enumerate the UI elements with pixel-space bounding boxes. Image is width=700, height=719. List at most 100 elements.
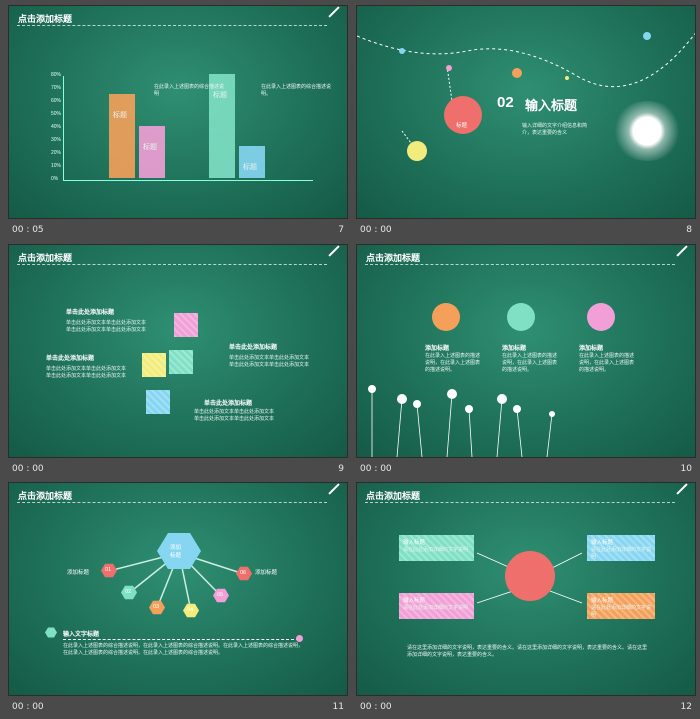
item-head: 单击此处添加标题 (66, 310, 115, 316)
arrow-icon (174, 313, 198, 337)
card-head: 输入标题 (403, 598, 426, 604)
dashed-divider (365, 264, 675, 265)
center-label: 添加 标题 (170, 545, 182, 559)
dashed-divider (17, 502, 327, 503)
slide-number: 12 (680, 702, 692, 712)
stat-circle (587, 303, 615, 331)
y-tick-label: 30% (51, 137, 62, 143)
node-label: 添加标题 (67, 570, 90, 576)
slide-thumb-8[interactable]: 标题 02 输入标题 输入详细的文字介绍信息和简介，表达重要的含义 00 : 0… (356, 5, 696, 240)
y-tick-label: 70% (51, 85, 62, 91)
slide-canvas: 点击添加标题 单击此处添加标题 单击此处添加文本单击此处添加文本 单击此处添加文… (8, 244, 348, 458)
slide-thumb-9[interactable]: 点击添加标题 单击此处添加标题 单击此处添加文本单击此处添加文本 单击此处添加文… (8, 244, 348, 479)
stat-circle (432, 303, 460, 331)
bottom-text: 请在这里添加详细的文字说明，表达重要的含义。请在这里添加详细的文字说明，表达重要… (407, 645, 648, 658)
node-num: 01 (105, 567, 112, 573)
card (399, 593, 474, 619)
slide-footer: 00 : 05 7 (8, 221, 348, 239)
slide-number: 9 (338, 464, 344, 474)
slide-number: 8 (686, 225, 692, 235)
yellow-dot (407, 141, 427, 161)
slide-canvas: 点击添加标题 输入标题 请在此处添加详细的文字说明 输入标题 请在此处添加详细的… (356, 482, 696, 696)
card-head: 输入标题 (591, 540, 614, 546)
bar-label: 标题 (143, 144, 157, 151)
arrow-icon (142, 353, 166, 377)
dashed-divider (17, 25, 327, 26)
timer: 00 : 00 (12, 702, 44, 712)
slide-thumb-12[interactable]: 点击添加标题 输入标题 请在此处添加详细的文字说明 输入标题 请在此处添加详细的… (356, 482, 696, 717)
bar: 标题 (209, 74, 235, 178)
slide-number: 11 (332, 702, 344, 712)
y-tick-label: 0% (51, 176, 59, 182)
node-03 (149, 600, 165, 615)
card-body: 请在此处添加详细的文字说明 (591, 605, 652, 618)
slide-title: 点击添加标题 (366, 491, 421, 501)
sub-heading: 输入文字标题 (63, 632, 100, 638)
slide-number: 7 (338, 225, 344, 235)
bullet-hexagon (45, 627, 57, 638)
timer: 00 : 00 (360, 225, 392, 235)
node-04 (183, 603, 199, 618)
heading-number: 02 (497, 94, 514, 111)
slide-footer: 00 : 00 10 (356, 460, 696, 478)
slide-canvas: 标题 02 输入标题 输入详细的文字介绍信息和简介，表达重要的含义 (356, 5, 696, 219)
item-body: 单击此处添加文本单击此处添加文本 单击此处添加文本单击此处添加文本 (194, 409, 275, 422)
chart-up-icon (444, 96, 482, 134)
y-tick-label: 40% (51, 124, 62, 130)
timer: 00 : 00 (360, 464, 392, 474)
y-tick-label: 50% (51, 111, 62, 117)
card-head: 输入标题 (403, 540, 426, 546)
dashed-divider (365, 502, 675, 503)
chart-y-axis (63, 76, 64, 181)
slide-footer: 00 : 00 8 (356, 221, 696, 239)
slide-thumb-10[interactable]: 点击添加标题 添加标题 在此录入上述图表的描述说明，在此录入上述图表的描述说明。… (356, 244, 696, 479)
node-06 (236, 566, 252, 581)
flowers-icon (368, 385, 555, 457)
node-num: 06 (240, 570, 247, 576)
item-head: 单击此处添加标题 (229, 345, 278, 351)
circle-head: 添加标题 (579, 346, 604, 352)
item-body: 单击此处添加文本单击此处添加文本 单击此处添加文本单击此处添加文本 (46, 366, 127, 379)
slide-thumb-7[interactable]: 点击添加标题 0% 10% 20% 30% 40% 50% 60% 70% 80% 标题 标题 标题… (8, 5, 348, 240)
heading-desc: 输入详细的文字介绍信息和简介，表达重要的含义 (522, 123, 588, 136)
end-dot (296, 635, 303, 642)
y-tick-label: 20% (51, 150, 62, 156)
slide-title: 点击添加标题 (366, 253, 421, 263)
arrow-icon (146, 390, 170, 414)
card (399, 535, 474, 561)
y-tick-label: 60% (51, 98, 62, 104)
slide-canvas: 点击添加标题 添加标题 在此录入上述图表的描述说明，在此录入上述图表的描述说明。… (356, 244, 696, 458)
slide-footer: 00 : 00 11 (8, 698, 348, 716)
node-num: 03 (153, 604, 160, 610)
item-body: 单击此处添加文本单击此处添加文本 单击此处添加文本单击此处添加文本 (229, 355, 310, 368)
slide-thumb-11[interactable]: 点击添加标题 添加 标题 01 02 03 04 05 06 添加标题 添加标题… (8, 482, 348, 717)
slide-canvas: 点击添加标题 0% 10% 20% 30% 40% 50% 60% 70% 80% 标题 标题 标题… (8, 5, 348, 219)
bar: 标题 (109, 93, 135, 178)
y-tick-label: 10% (51, 163, 62, 169)
chart-note-1: 在此录入上述图表的综合描述说明 (154, 84, 225, 97)
chalk-icon (328, 245, 340, 257)
circle-body: 在此录入上述图表的描述说明，在此录入上述图表的描述说明。 (425, 353, 481, 373)
item-body: 单击此处添加文本单击此处添加文本 单击此处添加文本单击此处添加文本 (66, 320, 147, 333)
timer: 00 : 00 (360, 702, 392, 712)
circle-label: 标题 (456, 123, 468, 129)
card (587, 593, 655, 619)
card-body: 请在此处添加详细的文字说明 (403, 547, 469, 553)
chalk-icon (676, 245, 688, 257)
slide-number: 10 (680, 464, 692, 474)
chart-note-2: 在此录入上述图表的综合描述说明。 (261, 84, 332, 97)
timer: 00 : 00 (12, 464, 44, 474)
dashed-divider (17, 264, 327, 265)
hub-lines (108, 552, 245, 612)
timer: 00 : 05 (12, 225, 44, 235)
bar-label: 标题 (113, 111, 127, 119)
bar-label: 标题 (213, 92, 227, 99)
slide-title: 点击添加标题 (18, 491, 73, 501)
card-body: 请在此处添加详细的文字说明 (403, 605, 469, 611)
bar: 标题 (139, 126, 165, 178)
item-head: 单击此处添加标题 (204, 401, 253, 407)
chart-x-axis (63, 180, 313, 181)
node-num: 04 (187, 607, 194, 613)
card-body: 请在此处添加详细的文字说明 (591, 547, 652, 560)
node-num: 02 (125, 589, 132, 595)
